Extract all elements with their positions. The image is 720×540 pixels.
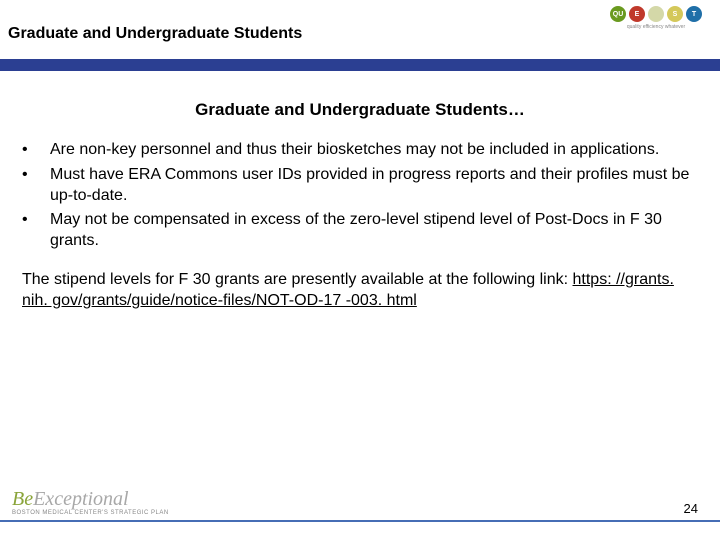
bullet-icon: •	[22, 140, 50, 161]
logo-circle: E	[629, 6, 645, 22]
logo-circle: QU	[610, 6, 626, 22]
quest-logo-subtext: quality efficiency whatever	[627, 24, 685, 30]
bullet-text: May not be compensated in excess of the …	[50, 210, 690, 252]
list-item: • Must have ERA Commons user IDs provide…	[22, 165, 690, 207]
subtitle: Graduate and Undergraduate Students…	[0, 100, 720, 120]
title-divider	[0, 59, 720, 71]
logo-circle: T	[686, 6, 702, 22]
quest-logo: QU E S T quality efficiency whatever	[610, 6, 702, 30]
bullet-icon: •	[22, 165, 50, 207]
bullet-icon: •	[22, 210, 50, 252]
header: Graduate and Undergraduate Students QU E…	[0, 0, 720, 68]
be-exceptional-subtext: BOSTON MEDICAL CENTER'S STRATEGIC PLAN	[12, 510, 169, 516]
bullet-text: Are non-key personnel and thus their bio…	[50, 140, 690, 161]
list-item: • May not be compensated in excess of th…	[22, 210, 690, 252]
footer: BeExceptional BOSTON MEDICAL CENTER'S ST…	[0, 478, 720, 522]
bullet-list: • Are non-key personnel and thus their b…	[22, 140, 690, 252]
quest-logo-circles: QU E S T	[610, 6, 702, 22]
body-content: • Are non-key personnel and thus their b…	[22, 140, 690, 312]
page-title: Graduate and Undergraduate Students	[8, 25, 302, 43]
logo-circle: S	[667, 6, 683, 22]
page-number: 24	[684, 501, 698, 516]
footer-rule	[0, 520, 720, 522]
slide: Graduate and Undergraduate Students QU E…	[0, 0, 720, 540]
be-word: Be	[12, 488, 33, 510]
logo-circle	[648, 6, 664, 22]
exceptional-word: Exceptional	[33, 488, 129, 510]
be-exceptional-text: BeExceptional	[12, 489, 169, 509]
list-item: • Are non-key personnel and thus their b…	[22, 140, 690, 161]
paragraph-text: The stipend levels for F 30 grants are p…	[22, 271, 573, 288]
be-exceptional-logo: BeExceptional BOSTON MEDICAL CENTER'S ST…	[12, 489, 169, 516]
paragraph: The stipend levels for F 30 grants are p…	[22, 270, 690, 312]
bullet-text: Must have ERA Commons user IDs provided …	[50, 165, 690, 207]
